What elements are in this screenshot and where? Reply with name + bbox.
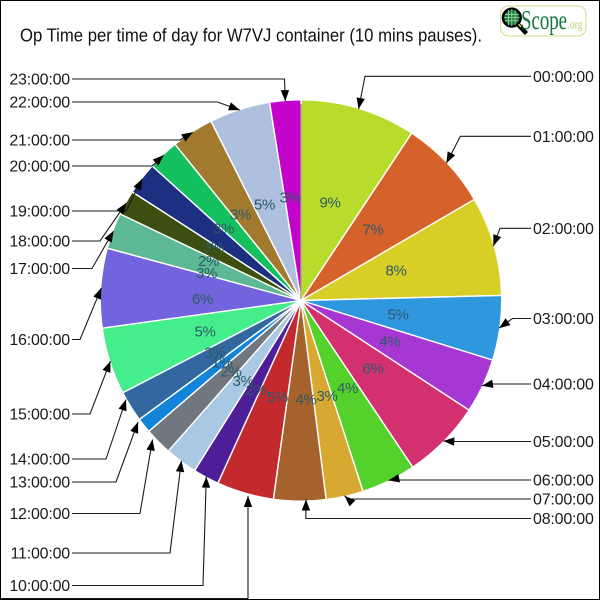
svg-text:13:00:00: 13:00:00 bbox=[9, 475, 70, 492]
svg-text:6%: 6% bbox=[192, 291, 213, 308]
svg-text:Op Time per time of day for W7: Op Time per time of day for W7VJ contain… bbox=[20, 25, 482, 46]
svg-text:4%: 4% bbox=[296, 391, 317, 408]
svg-text:08:00:00: 08:00:00 bbox=[533, 511, 594, 528]
svg-text:8%: 8% bbox=[386, 262, 407, 279]
svg-text:15:00:00: 15:00:00 bbox=[9, 407, 70, 424]
svg-text:17:00:00: 17:00:00 bbox=[9, 261, 70, 278]
svg-text:01:00:00: 01:00:00 bbox=[533, 129, 594, 146]
svg-text:9%: 9% bbox=[320, 194, 341, 211]
svg-text:05:00:00: 05:00:00 bbox=[533, 434, 594, 451]
svg-text:3%: 3% bbox=[213, 220, 234, 237]
svg-text:3%: 3% bbox=[205, 344, 226, 361]
svg-text:2%: 2% bbox=[246, 382, 267, 399]
svg-text:5%: 5% bbox=[388, 306, 409, 323]
svg-text:14:00:00: 14:00:00 bbox=[9, 452, 70, 469]
svg-text:3%: 3% bbox=[233, 373, 254, 390]
svg-text:06:00:00: 06:00:00 bbox=[533, 473, 594, 490]
svg-text:7%: 7% bbox=[363, 221, 384, 238]
svg-text:02:00:00: 02:00:00 bbox=[533, 221, 594, 238]
svg-text:Scope: Scope bbox=[521, 5, 567, 35]
svg-text:07:00:00: 07:00:00 bbox=[533, 492, 594, 509]
svg-text:3%: 3% bbox=[317, 388, 338, 405]
svg-text:2%: 2% bbox=[198, 253, 219, 270]
svg-text:6%: 6% bbox=[363, 360, 384, 377]
svg-text:3%: 3% bbox=[230, 206, 251, 223]
svg-text:1%: 1% bbox=[212, 354, 233, 371]
svg-text:4%: 4% bbox=[337, 380, 358, 397]
svg-text:5%: 5% bbox=[254, 196, 275, 213]
svg-text:18:00:00: 18:00:00 bbox=[9, 234, 70, 251]
svg-text:.org: .org bbox=[568, 17, 583, 32]
svg-text:2%: 2% bbox=[221, 363, 242, 380]
svg-text:3%: 3% bbox=[196, 265, 217, 282]
svg-text:11:00:00: 11:00:00 bbox=[11, 546, 71, 563]
svg-text:3%: 3% bbox=[203, 239, 224, 256]
svg-text:5%: 5% bbox=[267, 389, 288, 406]
svg-text:20:00:00: 20:00:00 bbox=[9, 159, 70, 176]
svg-text:12:00:00: 12:00:00 bbox=[9, 506, 70, 523]
svg-text:00:00:00: 00:00:00 bbox=[533, 69, 594, 86]
svg-text:03:00:00: 03:00:00 bbox=[533, 311, 594, 328]
svg-text:5%: 5% bbox=[195, 323, 216, 340]
svg-text:16:00:00: 16:00:00 bbox=[9, 332, 70, 349]
svg-text:04:00:00: 04:00:00 bbox=[533, 377, 594, 394]
svg-text:4%: 4% bbox=[380, 333, 401, 350]
svg-text:3%: 3% bbox=[280, 189, 301, 206]
svg-text:10:00:00: 10:00:00 bbox=[9, 578, 70, 595]
svg-text:19:00:00: 19:00:00 bbox=[9, 204, 70, 221]
svg-text:22:00:00: 22:00:00 bbox=[9, 95, 70, 112]
svg-text:21:00:00: 21:00:00 bbox=[9, 133, 70, 150]
svg-text:23:00:00: 23:00:00 bbox=[9, 72, 70, 89]
